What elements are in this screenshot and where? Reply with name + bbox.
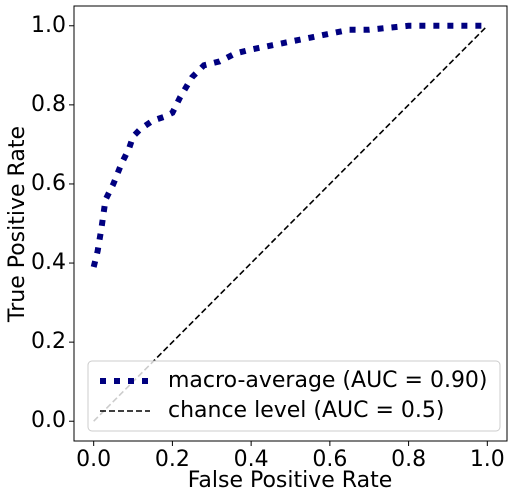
y-tick-label: 1.0: [31, 13, 66, 38]
y-tick-label: 0.8: [31, 92, 66, 117]
y-tick-label: 0.4: [31, 250, 66, 275]
x-tick-label: 0.2: [155, 447, 190, 472]
x-tick-label: 1.0: [470, 447, 505, 472]
legend-box: [87, 360, 501, 432]
x-tick-label: 0.6: [312, 447, 347, 472]
x-tick-label: 0.0: [76, 447, 111, 472]
x-axis-label: False Positive Rate: [188, 468, 392, 493]
legend-label: chance level (AUC = 0.5): [168, 398, 444, 423]
y-axis-label: True Positive Rate: [5, 126, 30, 323]
x-tick-label: 0.4: [234, 447, 269, 472]
plot-frame: [73, 5, 508, 442]
y-tick-label: 0.2: [31, 329, 66, 354]
y-tick-label: 0.0: [31, 408, 66, 433]
line-series: [90, 22, 488, 268]
legend-label: macro-average (AUC = 0.90): [168, 368, 488, 393]
y-tick-label: 0.6: [31, 171, 66, 196]
line-series: [93, 25, 488, 422]
x-tick-label: 0.8: [391, 447, 426, 472]
